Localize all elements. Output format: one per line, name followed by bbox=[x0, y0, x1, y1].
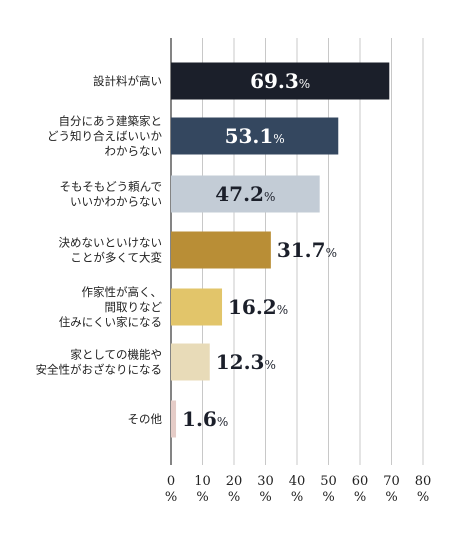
x-tick-label-80: 80 bbox=[415, 474, 432, 489]
category-label-2-line-2: どう知り合えばいいか bbox=[47, 129, 162, 143]
bar-6 bbox=[171, 343, 210, 381]
value-label-4: 31.7% bbox=[277, 238, 337, 262]
bar-4 bbox=[171, 231, 271, 269]
category-label-6-line-2: 安全性がおざなりになる bbox=[36, 363, 163, 377]
category-label-2-line-3: わからない bbox=[105, 144, 163, 158]
value-label-5: 16.2% bbox=[228, 295, 288, 319]
x-tick-label-0: 0 bbox=[167, 474, 175, 489]
x-tick-unit-0: % bbox=[165, 490, 177, 505]
x-tick-unit-20: % bbox=[228, 490, 240, 505]
category-label-3-line-2: いいかわからない bbox=[70, 195, 162, 209]
value-label-1: 69.3% bbox=[250, 69, 310, 93]
value-label-6: 12.3% bbox=[216, 350, 276, 374]
x-tick-label-60: 60 bbox=[352, 474, 369, 489]
bar-2 bbox=[171, 117, 339, 155]
value-labels: 69.3% 53.1% 47.2% 31.7% 16.2% 12.3% 1.6% bbox=[182, 69, 337, 431]
x-tick-unit-50: % bbox=[322, 490, 334, 505]
x-tick-unit-10: % bbox=[196, 490, 208, 505]
category-label-5-line-3: 住みにくい家になる bbox=[59, 315, 162, 329]
x-tick-unit-80: % bbox=[417, 490, 429, 505]
bar-1 bbox=[171, 62, 390, 100]
value-label-2: 53.1% bbox=[225, 124, 285, 148]
x-tick-label-10: 10 bbox=[194, 474, 211, 489]
bar-3 bbox=[171, 175, 320, 213]
x-tick-label-50: 50 bbox=[320, 474, 337, 489]
x-tick-label-30: 30 bbox=[257, 474, 274, 489]
category-label-4-line-2: ことが多くて大変 bbox=[70, 251, 162, 265]
x-tick-label-40: 40 bbox=[289, 474, 306, 489]
x-tick-unit-30: % bbox=[259, 490, 271, 505]
category-labels: 設計料が高い自分にあう建築家とどう知り合えばいいかわからないそもそもどう頼んでい… bbox=[36, 74, 163, 426]
category-label-5-line-2: 間取りなど bbox=[105, 300, 163, 314]
x-tick-unit-40: % bbox=[291, 490, 303, 505]
category-label-1-line-1: 設計料が高い bbox=[93, 74, 162, 88]
category-label-5-line-1: 作家性が高く、 bbox=[82, 285, 163, 299]
grid-lines bbox=[170, 38, 424, 465]
bars bbox=[171, 62, 390, 438]
x-tick-label-70: 70 bbox=[383, 474, 400, 489]
category-label-2-line-1: 自分にあう建築家と bbox=[59, 114, 163, 128]
x-tick-unit-60: % bbox=[354, 490, 366, 505]
category-label-4-line-1: 決めないといけない bbox=[59, 236, 163, 250]
x-tick-label-20: 20 bbox=[226, 474, 243, 489]
category-label-7-line-1: その他 bbox=[128, 412, 163, 426]
value-label-7: 1.6% bbox=[182, 407, 228, 431]
value-label-3: 47.2% bbox=[215, 182, 275, 206]
category-label-6-line-1: 家としての機能や bbox=[70, 348, 162, 362]
bar-5 bbox=[171, 288, 223, 326]
category-label-3-line-1: そもそもどう頼んで bbox=[60, 180, 162, 194]
bar-7 bbox=[171, 400, 177, 438]
x-axis-ticks: 0%10%20%30%40%50%60%70%80% bbox=[165, 474, 431, 505]
x-tick-unit-70: % bbox=[385, 490, 397, 505]
